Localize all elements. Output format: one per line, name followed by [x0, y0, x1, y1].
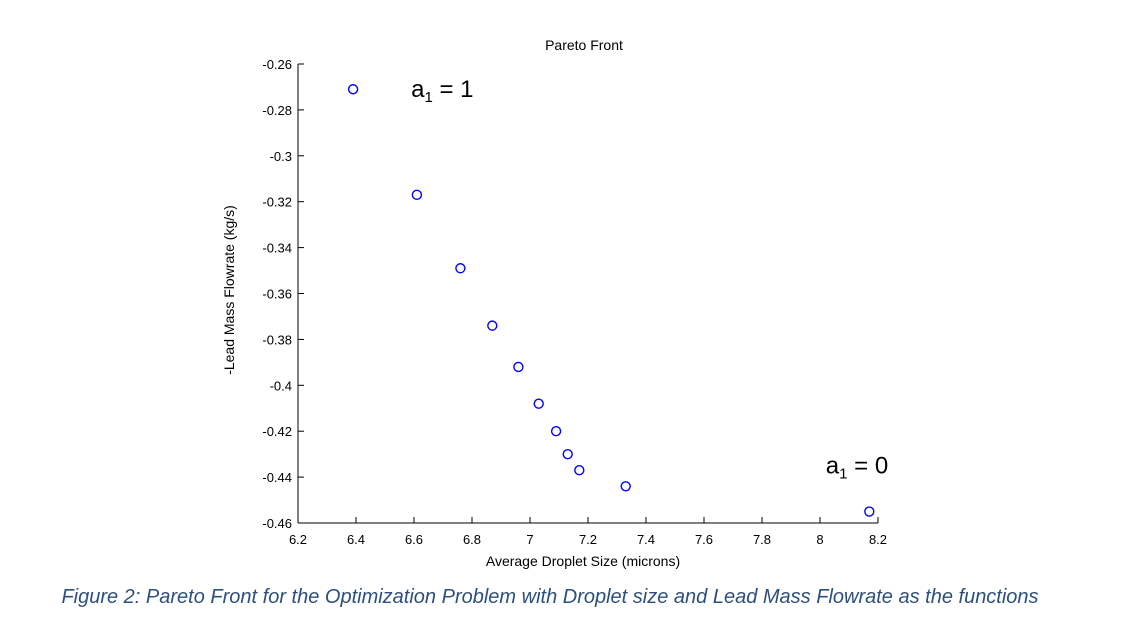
data-point: [550, 426, 562, 437]
y-tick-label: -0.32: [262, 195, 292, 210]
y-axis-label: -Lead Mass Flowrate (kg/s): [221, 205, 237, 375]
pareto-chart: Pareto Front 6.2 6.4 6.6 6.8 7 7.2 7.4 7.6 7.8 8 8…: [221, 37, 888, 569]
data-point: [620, 481, 631, 492]
y-tick-label: -0.44: [262, 470, 292, 485]
data-point: [513, 361, 524, 373]
data-point: [411, 189, 423, 201]
x-tick-label: 7.4: [637, 532, 655, 547]
chart-annotation: a1 = 0: [826, 453, 888, 483]
data-point: [562, 448, 573, 460]
y-tick-label: -0.3: [270, 149, 292, 164]
x-tick-label: 6.4: [347, 532, 365, 547]
x-tick-label: 7: [526, 532, 533, 547]
x-axis-label: Average Droplet Size (microns): [486, 553, 680, 569]
y-tick-label: -0.26: [262, 57, 292, 72]
y-axis-ticks: -0.26 -0.28 -0.3 -0.32 -0.34 -0.36 -0.38 -0.4 -0…: [262, 57, 304, 531]
data-point: [533, 398, 544, 409]
chart-axes: [297, 64, 878, 524]
x-tick-label: 7.8: [753, 532, 771, 547]
chart-annotation: a1 = 1: [411, 76, 473, 106]
y-tick-label: -0.34: [262, 241, 292, 256]
x-tick-label: 7.6: [695, 532, 713, 547]
y-tick-label: -0.28: [262, 103, 292, 118]
data-point: [455, 263, 466, 274]
x-tick-label: 8.2: [869, 532, 887, 547]
data-point: [347, 84, 359, 95]
data-points: [347, 84, 875, 517]
y-tick-label: -0.36: [262, 287, 292, 302]
chart-annotations: a1 = 1 a1 = 0: [411, 76, 888, 482]
y-tick-label: -0.4: [270, 378, 292, 393]
x-tick-label: 7.2: [579, 532, 597, 547]
y-tick-label: -0.38: [262, 332, 292, 347]
x-tick-label: 8: [816, 532, 823, 547]
y-tick-label: -0.46: [262, 516, 292, 531]
y-tick-label: -0.42: [262, 424, 292, 439]
figure-caption: Figure 2: Pareto Front for the Optimizat…: [61, 586, 1039, 608]
x-tick-label: 6.8: [463, 532, 481, 547]
x-axis-ticks: 6.2 6.4 6.6 6.8 7 7.2 7.4 7.6 7.8 8 8.2: [289, 517, 887, 547]
data-point: [864, 506, 875, 517]
chart-title: Pareto Front: [545, 37, 623, 53]
data-point: [487, 320, 498, 331]
x-tick-label: 6.6: [405, 532, 423, 547]
data-point: [574, 465, 585, 476]
x-tick-label: 6.2: [289, 532, 307, 547]
